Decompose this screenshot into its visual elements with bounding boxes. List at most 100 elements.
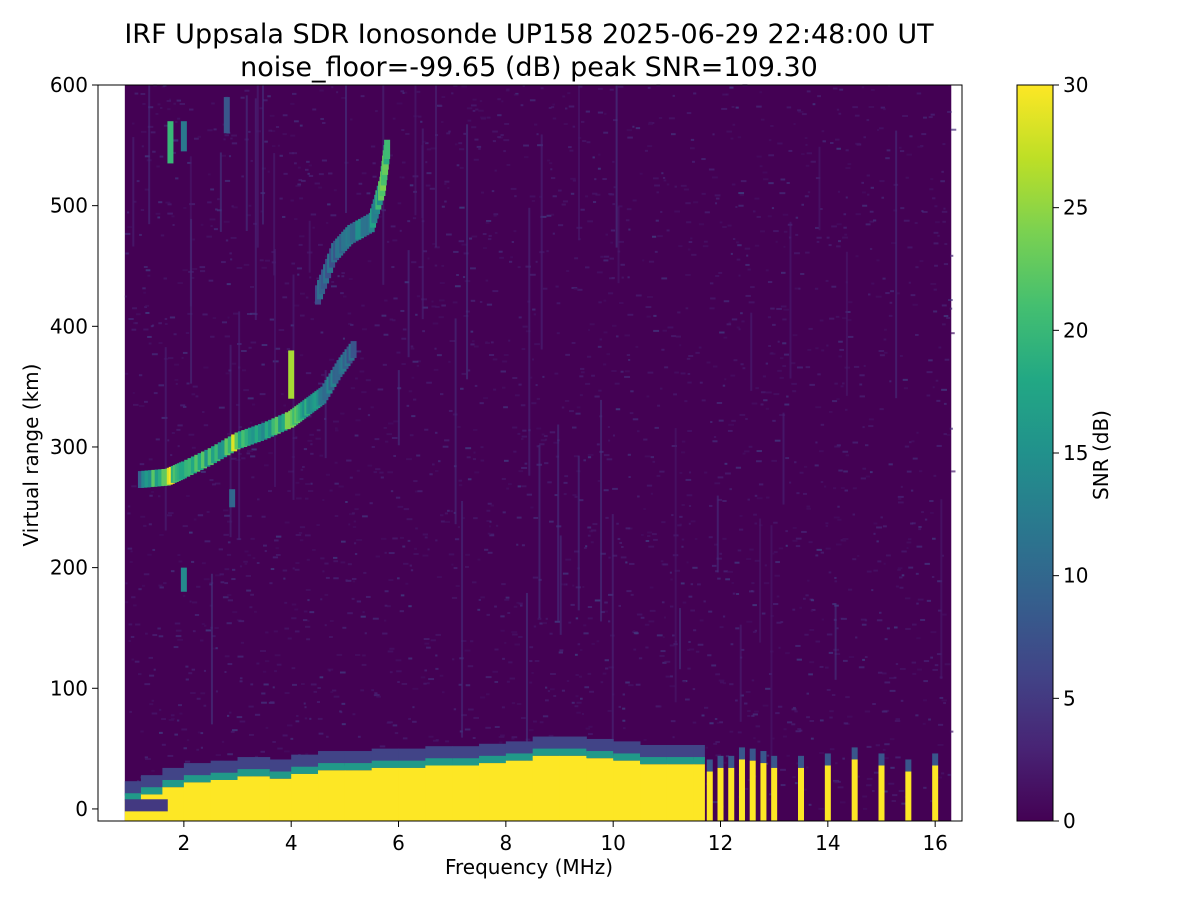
noise-cell [803, 788, 807, 791]
discrete-echo-fringe [878, 753, 885, 766]
discrete-echo-fringe [738, 747, 745, 760]
noise-cell [474, 384, 478, 387]
noise-cell [815, 406, 822, 409]
noise-cell [759, 165, 763, 168]
noise-cell [477, 558, 481, 561]
noise-cell [602, 178, 607, 181]
ground-echo-edge [269, 771, 292, 779]
noise-cell [635, 127, 641, 130]
noise-cell [286, 724, 293, 727]
noise-cell [412, 706, 415, 709]
noise-cell [212, 317, 217, 320]
streak [770, 525, 773, 794]
noise-cell [764, 564, 767, 567]
noise-cell [881, 710, 888, 713]
noise-cell [436, 576, 442, 579]
noise-cell [250, 455, 256, 458]
noise-cell [125, 601, 129, 604]
noise-cell [535, 384, 538, 387]
noise-cell [778, 646, 781, 649]
noise-cell [292, 683, 297, 686]
noise-cell [340, 292, 344, 295]
noise-cell [520, 104, 524, 107]
noise-cell [760, 230, 766, 233]
noise-cell [451, 92, 454, 95]
noise-cell [937, 234, 940, 237]
noise-cell [482, 233, 487, 236]
noise-cell [729, 683, 734, 686]
noise-cell [907, 538, 912, 541]
noise-cell [479, 300, 483, 303]
noise-cell [775, 712, 780, 715]
noise-cell [295, 184, 301, 187]
noise-cell [354, 553, 358, 556]
noise-cell [536, 427, 542, 430]
noise-cell [347, 312, 352, 315]
noise-cell [680, 451, 686, 454]
noise-cell [838, 469, 843, 472]
noise-cell [290, 199, 294, 202]
noise-cell [887, 84, 891, 87]
noise-cell [377, 388, 384, 391]
noise-cell [503, 139, 510, 142]
noise-cell [583, 632, 589, 635]
noise-cell [348, 322, 352, 325]
noise-cell [351, 512, 355, 515]
noise-cell [239, 565, 243, 568]
noise-cell [815, 640, 821, 643]
noise-cell [630, 390, 634, 393]
streak [435, 85, 438, 248]
ground-echo-core [532, 755, 561, 821]
noise-cell [796, 366, 803, 369]
noise-cell [447, 509, 450, 512]
noise-cell [423, 250, 428, 253]
noise-cell [724, 378, 727, 381]
noise-cell [842, 537, 849, 540]
noise-cell [200, 470, 206, 473]
noise-cell [240, 96, 245, 99]
noise-cell [384, 299, 388, 302]
noise-cell [225, 239, 229, 242]
noise-cell [853, 365, 860, 368]
noise-cell [484, 548, 489, 551]
noise-cell [519, 604, 523, 607]
noise-cell [318, 173, 324, 176]
noise-cell [524, 462, 528, 465]
noise-cell [223, 533, 229, 536]
noise-cell [845, 454, 850, 457]
noise-cell [687, 248, 691, 251]
noise-cell [191, 601, 198, 604]
trace-cell [274, 416, 281, 434]
noise-cell [380, 537, 387, 540]
noise-cell [537, 144, 543, 147]
noise-cell [740, 694, 744, 697]
noise-cell [507, 483, 512, 486]
noise-cell [835, 315, 840, 318]
noise-cell [209, 583, 213, 586]
noise-cell [246, 450, 253, 453]
noise-cell [286, 348, 291, 351]
noise-cell [932, 386, 935, 389]
noise-cell [173, 333, 177, 336]
noise-cell [703, 240, 708, 243]
ground-echo-fringe [666, 744, 695, 760]
noise-cell [160, 234, 165, 237]
noise-cell [744, 787, 749, 790]
noise-cell [627, 136, 633, 139]
noise-cell [522, 429, 527, 432]
noise-cell [648, 121, 653, 124]
noise-cell [229, 252, 232, 255]
noise-cell [392, 537, 398, 540]
streak [611, 514, 614, 783]
noise-cell [531, 358, 535, 361]
noise-cell [917, 598, 924, 601]
noise-cell [358, 182, 363, 185]
noise-cell [330, 285, 337, 288]
noise-cell [191, 668, 196, 671]
noise-cell [866, 119, 870, 122]
noise-cell [259, 107, 263, 110]
noise-cell [170, 454, 173, 457]
noise-cell [714, 194, 721, 197]
noise-cell [135, 623, 141, 626]
